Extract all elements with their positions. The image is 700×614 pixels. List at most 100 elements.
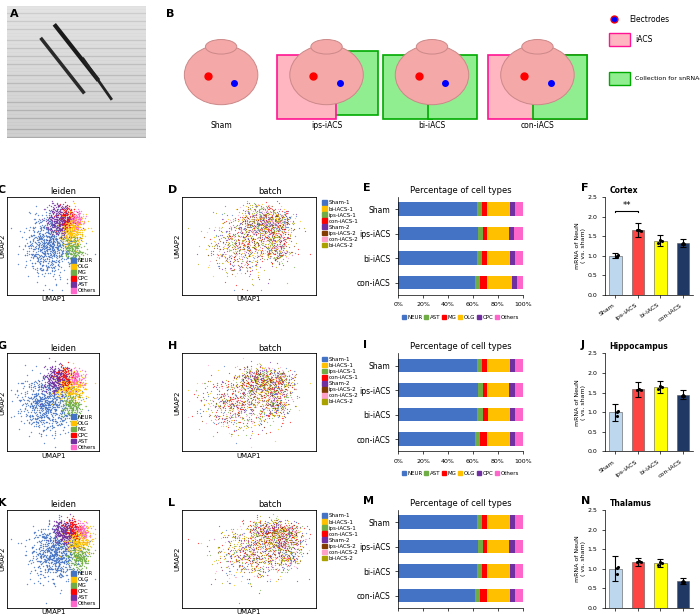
- Point: [245, 542, 256, 552]
- Point: [27, 365, 38, 375]
- Point: [228, 247, 239, 257]
- Point: [71, 533, 82, 543]
- Point: [257, 401, 268, 411]
- Point: [272, 363, 284, 373]
- Point: [59, 210, 70, 220]
- Point: [59, 239, 70, 249]
- Point: [45, 387, 56, 397]
- Point: [250, 209, 261, 219]
- Point: [26, 405, 37, 415]
- Point: [249, 564, 260, 574]
- Point: [69, 559, 80, 569]
- Point: [270, 375, 281, 384]
- Point: [61, 207, 72, 217]
- Point: [287, 376, 298, 386]
- Point: [57, 234, 68, 244]
- Point: [61, 214, 72, 224]
- Point: [46, 535, 57, 545]
- Point: [33, 376, 44, 386]
- Bar: [475, 589, 480, 602]
- Point: [271, 233, 282, 243]
- Point: [239, 224, 251, 234]
- Point: [234, 203, 245, 212]
- Point: [257, 527, 268, 537]
- Point: [232, 223, 244, 233]
- Point: [25, 419, 36, 429]
- Point: [230, 373, 241, 383]
- Point: [66, 529, 77, 538]
- Point: [56, 225, 67, 235]
- Point: [79, 383, 90, 393]
- Point: [270, 540, 281, 550]
- Point: [67, 392, 78, 402]
- Point: [63, 523, 74, 532]
- Point: [262, 531, 274, 541]
- Point: [265, 520, 276, 530]
- Point: [32, 549, 43, 559]
- Point: [270, 537, 281, 546]
- Point: [53, 570, 64, 580]
- Point: [243, 203, 254, 212]
- Point: [57, 214, 69, 223]
- Point: [69, 534, 80, 544]
- Point: [40, 402, 51, 411]
- Point: [253, 553, 264, 563]
- Point: [278, 521, 289, 531]
- Point: [80, 562, 91, 572]
- Point: [69, 246, 80, 256]
- Point: [277, 372, 288, 382]
- Point: [270, 211, 281, 220]
- Point: [216, 214, 227, 224]
- Point: [273, 379, 284, 389]
- Point: [244, 245, 256, 255]
- Point: [71, 535, 82, 545]
- Legend: Sham-1, bi-iACS-1, ips-iACS-1, con-iACS-1, Sham-2, ips-iACS-2, con-iACS-2, bi-iA: Sham-1, bi-iACS-1, ips-iACS-1, con-iACS-…: [321, 356, 359, 405]
- Point: [235, 408, 246, 418]
- Point: [258, 214, 269, 223]
- Point: [191, 392, 202, 402]
- Point: [59, 211, 70, 221]
- Point: [36, 545, 48, 554]
- Point: [60, 576, 71, 586]
- Point: [55, 543, 66, 553]
- Point: [258, 546, 270, 556]
- Point: [267, 237, 278, 247]
- Point: [48, 548, 60, 558]
- Point: [240, 211, 251, 221]
- Point: [238, 402, 249, 412]
- Point: [230, 408, 241, 418]
- Point: [72, 226, 83, 236]
- Point: [42, 539, 53, 549]
- Point: [263, 225, 274, 235]
- Point: [219, 391, 230, 401]
- Point: [300, 536, 311, 546]
- Point: [51, 243, 62, 253]
- Point: [46, 230, 57, 239]
- Point: [73, 210, 84, 220]
- Point: [57, 373, 69, 383]
- Point: [57, 539, 68, 549]
- Point: [52, 542, 64, 552]
- Point: [262, 531, 274, 541]
- Point: [265, 538, 276, 548]
- Point: [265, 375, 276, 384]
- Point: [248, 214, 260, 223]
- Point: [248, 392, 259, 402]
- Point: [268, 523, 279, 532]
- Point: [35, 540, 46, 550]
- Point: [38, 252, 49, 262]
- Point: [265, 551, 276, 561]
- Point: [248, 236, 260, 246]
- Point: [73, 381, 84, 391]
- Point: [80, 537, 92, 547]
- Point: [253, 565, 264, 575]
- Point: [241, 401, 253, 411]
- Bar: [398, 251, 477, 265]
- Point: [63, 376, 74, 386]
- Point: [246, 392, 257, 402]
- Point: [284, 554, 295, 564]
- Point: [269, 204, 280, 214]
- Point: [272, 222, 284, 231]
- Point: [73, 542, 84, 552]
- Point: [60, 531, 71, 541]
